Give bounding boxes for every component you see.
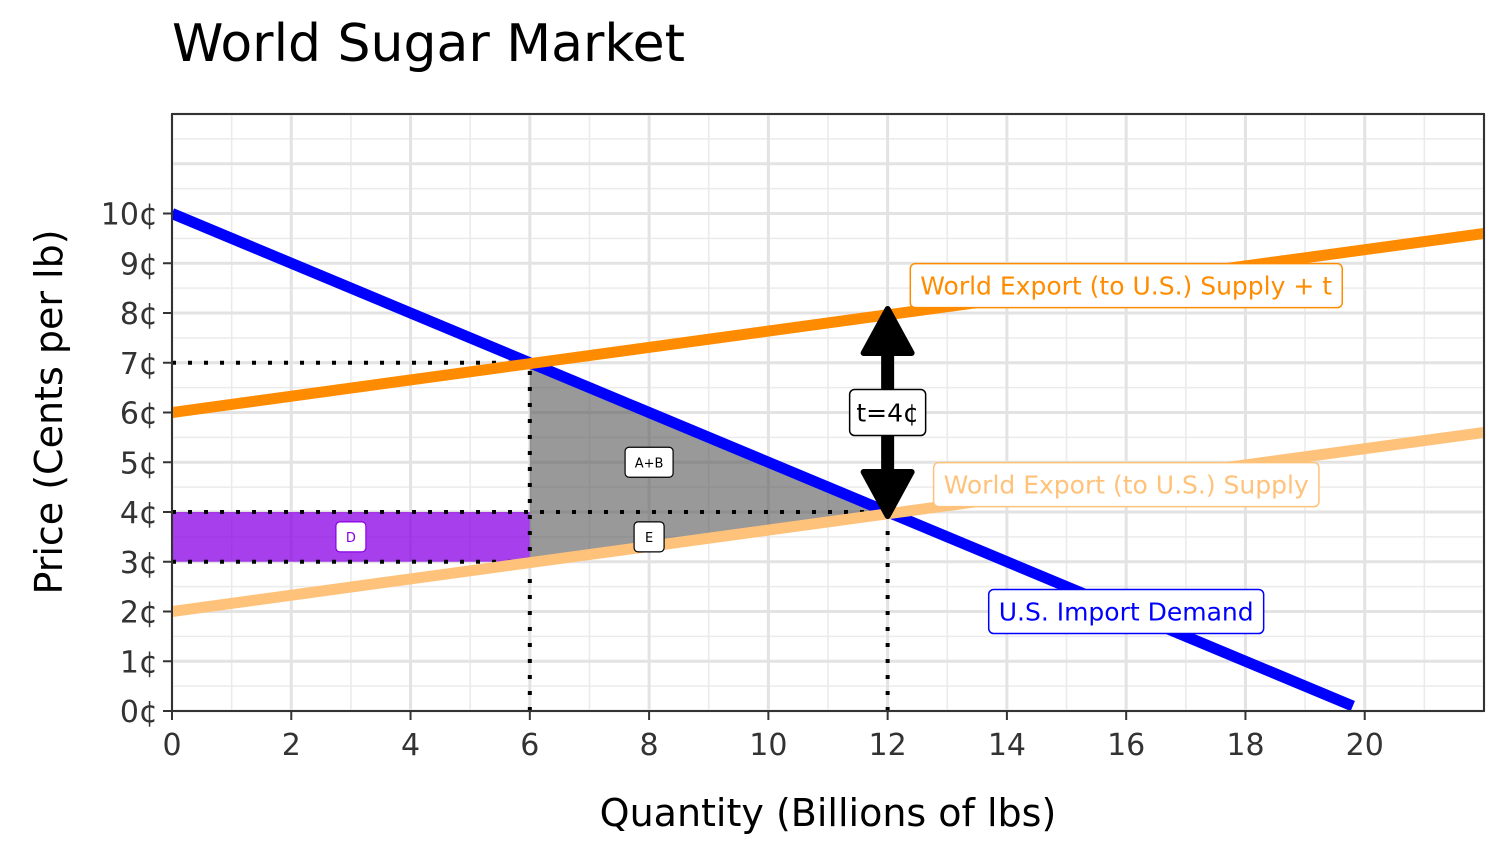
y-tick-label: 8¢ xyxy=(120,297,158,332)
x-axis: 0 2 4 6 8 10 12 14 16 18 20 xyxy=(162,711,1384,763)
x-tick-label: 20 xyxy=(1346,728,1384,763)
area-label-box xyxy=(624,446,674,478)
x-tick-label: 0 xyxy=(162,728,181,763)
series-label-text: U.S. Import Demand xyxy=(999,598,1254,627)
tariff-arrow-head-down xyxy=(860,469,915,519)
series-label-text: World Export (to U.S.) Supply + t xyxy=(920,272,1332,301)
tariff-label: t=4¢ xyxy=(856,399,919,428)
x-tick-label: 6 xyxy=(520,728,539,763)
x-tick-label: 12 xyxy=(869,728,907,763)
y-tick-label: 5¢ xyxy=(120,446,158,481)
area-labels: D A+B E xyxy=(335,446,674,553)
y-tick-label: 6¢ xyxy=(120,397,158,432)
series-label-box xyxy=(932,461,1320,508)
tariff-arrow: t=4¢ xyxy=(848,306,927,519)
series-label: World Export (to U.S.) Supply + t xyxy=(909,262,1344,309)
x-tick-label: 4 xyxy=(401,728,420,763)
series-label-box xyxy=(909,262,1344,309)
x-tick-label: 8 xyxy=(640,728,659,763)
area-label: A+B xyxy=(635,456,664,471)
x-tick-label: 16 xyxy=(1107,728,1145,763)
y-axis-title: Price (Cents per lb) xyxy=(27,229,71,594)
chart-title: World Sugar Market xyxy=(172,14,686,74)
tariff-arrow-head-up xyxy=(860,306,915,356)
y-tick-label: 3¢ xyxy=(120,546,158,581)
tariff-label-box xyxy=(848,388,927,437)
series-label: World Export (to U.S.) Supply xyxy=(932,461,1320,508)
series-label: U.S. Import Demand xyxy=(987,588,1265,635)
series-label-box xyxy=(987,588,1265,635)
area-label: D xyxy=(346,531,356,546)
x-axis-title: Quantity (Billions of lbs) xyxy=(600,791,1057,835)
y-axis: 0¢ 1¢ 2¢ 3¢ 4¢ 5¢ 6¢ 7¢ 8¢ 9¢ 10¢ xyxy=(101,198,172,730)
y-tick-label: 1¢ xyxy=(120,645,158,680)
y-tick-label: 9¢ xyxy=(120,247,158,282)
y-tick-label: 4¢ xyxy=(120,496,158,531)
area-label-box xyxy=(633,521,665,553)
y-tick-label: 2¢ xyxy=(120,596,158,631)
reference-lines xyxy=(172,360,890,711)
x-tick-label: 18 xyxy=(1226,728,1264,763)
x-tick-label: 2 xyxy=(282,728,301,763)
series-label-text: World Export (to U.S.) Supply xyxy=(944,471,1309,500)
y-tick-label: 10¢ xyxy=(101,198,158,233)
area-label: E xyxy=(645,531,653,546)
x-tick-label: 14 xyxy=(988,728,1026,763)
area-label-box xyxy=(335,521,367,553)
y-tick-label: 7¢ xyxy=(120,347,158,382)
series-labels: U.S. Import Demand World Export (to U.S.)… xyxy=(909,262,1344,635)
y-tick-label: 0¢ xyxy=(120,695,158,730)
x-tick-label: 10 xyxy=(749,728,787,763)
